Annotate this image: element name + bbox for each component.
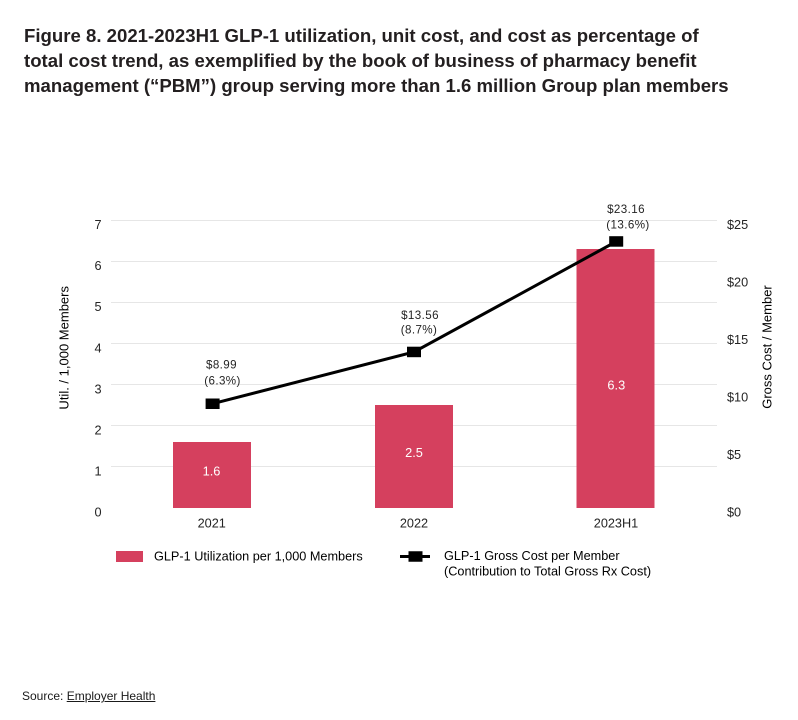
svg-text:GLP-1 Gross Cost per Member: GLP-1 Gross Cost per Member [444,549,620,563]
svg-text:2: 2 [94,423,101,437]
svg-text:(8.7%): (8.7%) [401,323,438,336]
svg-text:1: 1 [94,465,101,479]
svg-text:Gross Cost / Member: Gross Cost / Member [760,285,775,409]
svg-text:2022: 2022 [400,516,428,530]
svg-text:4: 4 [94,341,101,355]
svg-text:3: 3 [94,382,101,396]
svg-text:(Contribution to Total Gross R: (Contribution to Total Gross Rx Cost) [444,564,651,578]
svg-text:$0: $0 [727,506,741,520]
svg-text:$20: $20 [727,276,748,290]
svg-text:$15: $15 [727,333,748,347]
svg-text:(13.6%): (13.6%) [606,219,649,232]
svg-text:$10: $10 [727,391,748,405]
svg-text:6: 6 [94,259,101,273]
svg-text:$5: $5 [727,448,741,462]
svg-text:1.6: 1.6 [203,464,221,479]
svg-text:$23.16: $23.16 [607,203,645,216]
svg-text:0: 0 [94,506,101,520]
svg-text:2023H1: 2023H1 [594,516,638,530]
svg-text:2021: 2021 [198,516,226,530]
svg-text:6.3: 6.3 [607,377,625,392]
svg-text:2.5: 2.5 [405,445,423,460]
svg-text:GLP-1 Utilization per 1,000 Me: GLP-1 Utilization per 1,000 Members [154,550,363,564]
svg-text:(6.3%): (6.3%) [204,374,241,387]
svg-text:Util. / 1,000 Members: Util. / 1,000 Members [57,286,72,410]
svg-text:5: 5 [94,300,101,314]
svg-text:7: 7 [94,218,101,232]
svg-text:$8.99: $8.99 [206,358,237,371]
svg-text:$25: $25 [727,218,748,232]
svg-text:$13.56: $13.56 [401,309,439,322]
